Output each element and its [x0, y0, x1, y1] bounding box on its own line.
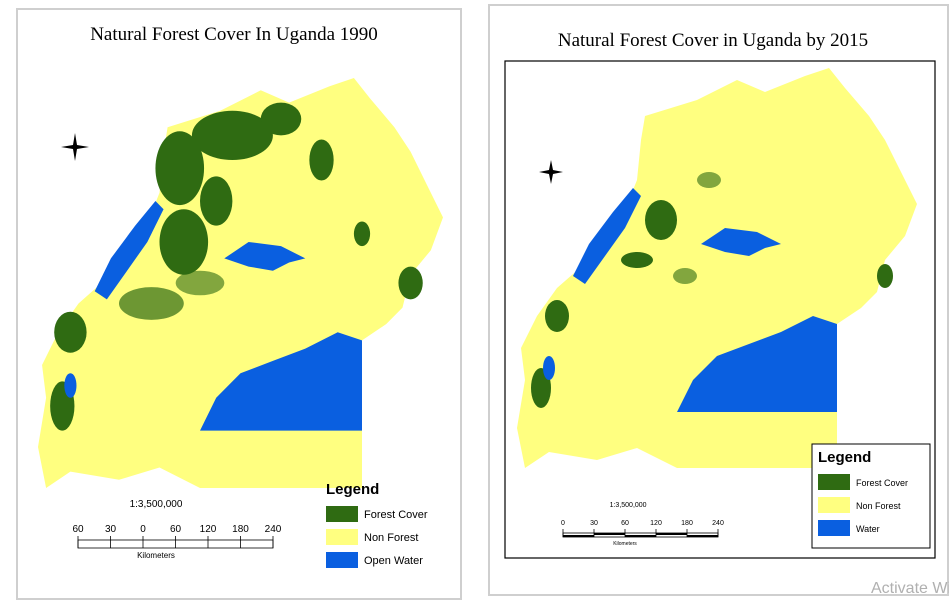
- scale-bar: 1:3,500,000 60 30 0 60 120 180 240 Kilometers: [72, 499, 281, 560]
- scale-label: 30: [590, 520, 598, 527]
- scale-label: 120: [200, 524, 217, 535]
- legend-swatch: [326, 529, 358, 545]
- scale-segment: [625, 535, 656, 537]
- scale-label: 240: [265, 524, 282, 535]
- scale-label: 60: [621, 520, 629, 527]
- legend-label: Non Forest: [364, 532, 418, 544]
- scale-label: 60: [72, 524, 84, 535]
- scale-bar: 1:3,500,000 0 30 60 120 180 240 Kilometers: [561, 502, 724, 547]
- compass: [61, 133, 89, 161]
- scale-segment: [656, 533, 687, 535]
- scale-ratio: 1:3,500,000: [130, 499, 183, 510]
- legend: Legend Forest Cover Non Forest Open Water: [326, 481, 428, 568]
- legend-label: Forest Cover: [856, 478, 908, 488]
- scale-label: 0: [561, 520, 565, 527]
- legend-label: Open Water: [364, 555, 423, 567]
- scale-ratio: 1:3,500,000: [610, 502, 647, 509]
- legend-swatch: [818, 520, 850, 536]
- scale-label: 180: [232, 524, 249, 535]
- watermark: Activate Windows: [871, 580, 949, 597]
- scale-segment: [594, 533, 625, 535]
- scale-segment: [687, 535, 718, 537]
- compass: [539, 160, 563, 184]
- scale-unit: Kilometers: [613, 541, 637, 547]
- legend-swatch: [326, 506, 358, 522]
- map-title: Natural Forest Cover in Uganda by 2015: [558, 30, 868, 51]
- map-1990: [38, 78, 444, 488]
- scale-label: 0: [140, 524, 146, 535]
- scale-unit: Kilometers: [137, 551, 175, 560]
- legend-swatch: [326, 552, 358, 568]
- scale-label: 180: [681, 520, 693, 527]
- scale-label: 120: [650, 520, 662, 527]
- legend: Legend Forest Cover Non Forest Water: [811, 443, 931, 549]
- legend-label: Water: [856, 524, 880, 534]
- map-2015: [517, 68, 917, 468]
- scale-label: 240: [712, 520, 724, 527]
- scale-segment: [563, 535, 594, 537]
- legend-title: Legend: [818, 449, 871, 466]
- legend-title: Legend: [326, 481, 379, 498]
- legend-swatch: [818, 474, 850, 490]
- legend-label: Non Forest: [856, 501, 901, 511]
- map-frame: [504, 60, 936, 559]
- legend-swatch: [818, 497, 850, 513]
- map-title: Natural Forest Cover In Uganda 1990: [90, 24, 378, 45]
- scale-label: 30: [105, 524, 117, 535]
- legend-label: Forest Cover: [364, 509, 428, 521]
- scale-label: 60: [170, 524, 182, 535]
